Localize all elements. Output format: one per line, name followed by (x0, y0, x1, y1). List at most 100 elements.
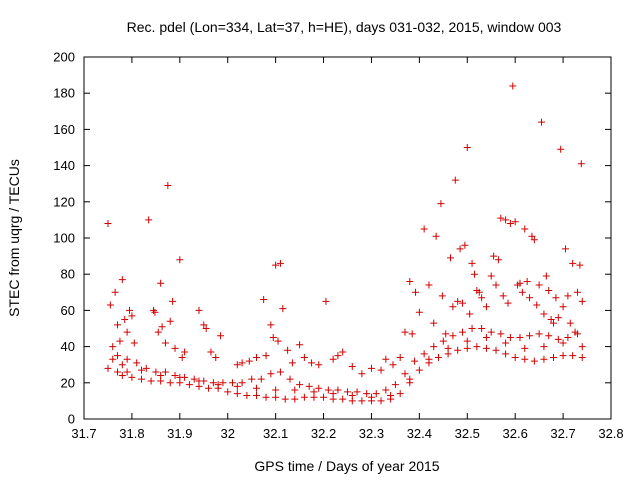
data-point (157, 279, 165, 287)
data-point (497, 214, 505, 222)
data-point (348, 391, 356, 399)
y-tick-label: 80 (61, 267, 75, 282)
data-point (260, 296, 268, 304)
data-point (142, 364, 150, 372)
data-point (214, 381, 222, 389)
x-tick-label: 32.1 (263, 426, 288, 441)
data-point (154, 328, 162, 336)
data-point (461, 241, 469, 249)
x-tick-label: 32.2 (311, 426, 336, 441)
data-point (396, 390, 404, 398)
data-point (367, 364, 375, 372)
data-point (176, 373, 184, 381)
x-tick-label: 32.4 (407, 426, 432, 441)
data-point (478, 325, 486, 332)
data-point (538, 118, 546, 126)
data-point (449, 332, 457, 340)
data-point (561, 245, 569, 253)
data-point (339, 395, 347, 403)
data-point (401, 370, 409, 378)
data-point (389, 361, 397, 369)
data-point (518, 288, 526, 296)
data-point (106, 301, 114, 309)
data-point (542, 272, 550, 280)
data-point (130, 339, 138, 347)
data-point (322, 297, 330, 305)
data-point (523, 277, 531, 285)
data-point (408, 330, 416, 338)
data-point (171, 372, 179, 380)
data-point (114, 368, 122, 376)
data-point (128, 312, 136, 320)
y-tick-label: 60 (61, 303, 75, 318)
data-point (329, 390, 337, 398)
data-point (276, 368, 284, 376)
data-point (458, 299, 466, 307)
data-point (116, 337, 124, 345)
data-point (315, 361, 323, 369)
data-point (274, 337, 282, 345)
y-tick-label: 100 (53, 231, 75, 246)
data-point (272, 261, 280, 269)
data-point (114, 352, 122, 360)
data-point (272, 386, 280, 394)
data-point (535, 281, 543, 289)
data-point (573, 288, 581, 296)
data-point (123, 368, 131, 376)
data-point (114, 321, 122, 329)
data-point (296, 341, 304, 349)
data-point (554, 314, 562, 322)
data-point (137, 366, 145, 374)
data-point (406, 277, 414, 285)
data-point (526, 294, 534, 302)
data-point (137, 375, 145, 383)
data-point (516, 334, 524, 342)
axis-ticks: 31.7 31.8 31.9 32 32.1 32.2 32.3 32.4 32.5 32.6 32… (53, 50, 623, 442)
data-point (490, 252, 498, 260)
x-tick-label: 31.7 (71, 426, 96, 441)
data-point (442, 330, 450, 338)
data-point (248, 375, 256, 383)
data-point (291, 386, 299, 394)
data-point (420, 225, 428, 233)
data-point (502, 216, 510, 224)
data-point (161, 368, 169, 376)
data-point (578, 297, 586, 305)
data-point (344, 388, 351, 396)
data-point (353, 388, 361, 396)
data-point (439, 337, 447, 345)
data-point (451, 176, 459, 184)
data-point (202, 325, 210, 332)
data-point (118, 372, 126, 380)
data-point (147, 377, 155, 385)
y-tick-label: 200 (53, 50, 75, 65)
data-point (470, 270, 478, 278)
data-point (252, 391, 260, 399)
data-point (161, 339, 169, 347)
data-point (358, 370, 366, 378)
data-point (229, 379, 237, 387)
data-point (157, 372, 165, 380)
data-point (478, 294, 486, 302)
data-point (181, 348, 189, 356)
data-point (207, 348, 215, 356)
data-point (329, 355, 337, 363)
data-point (566, 319, 574, 327)
data-point (432, 232, 440, 240)
data-point (521, 355, 529, 363)
data-point (463, 144, 471, 151)
data-point (377, 366, 385, 374)
data-point (516, 279, 524, 287)
data-point (279, 305, 287, 313)
data-point (494, 256, 502, 264)
data-point (219, 379, 227, 387)
data-point (576, 261, 584, 269)
data-point (482, 334, 490, 342)
data-point (463, 344, 471, 352)
data-point (387, 391, 395, 399)
data-point (430, 343, 438, 351)
y-tick-label: 20 (61, 375, 75, 390)
data-point (305, 382, 313, 390)
data-point (559, 303, 567, 311)
y-tick-label: 140 (53, 158, 75, 173)
